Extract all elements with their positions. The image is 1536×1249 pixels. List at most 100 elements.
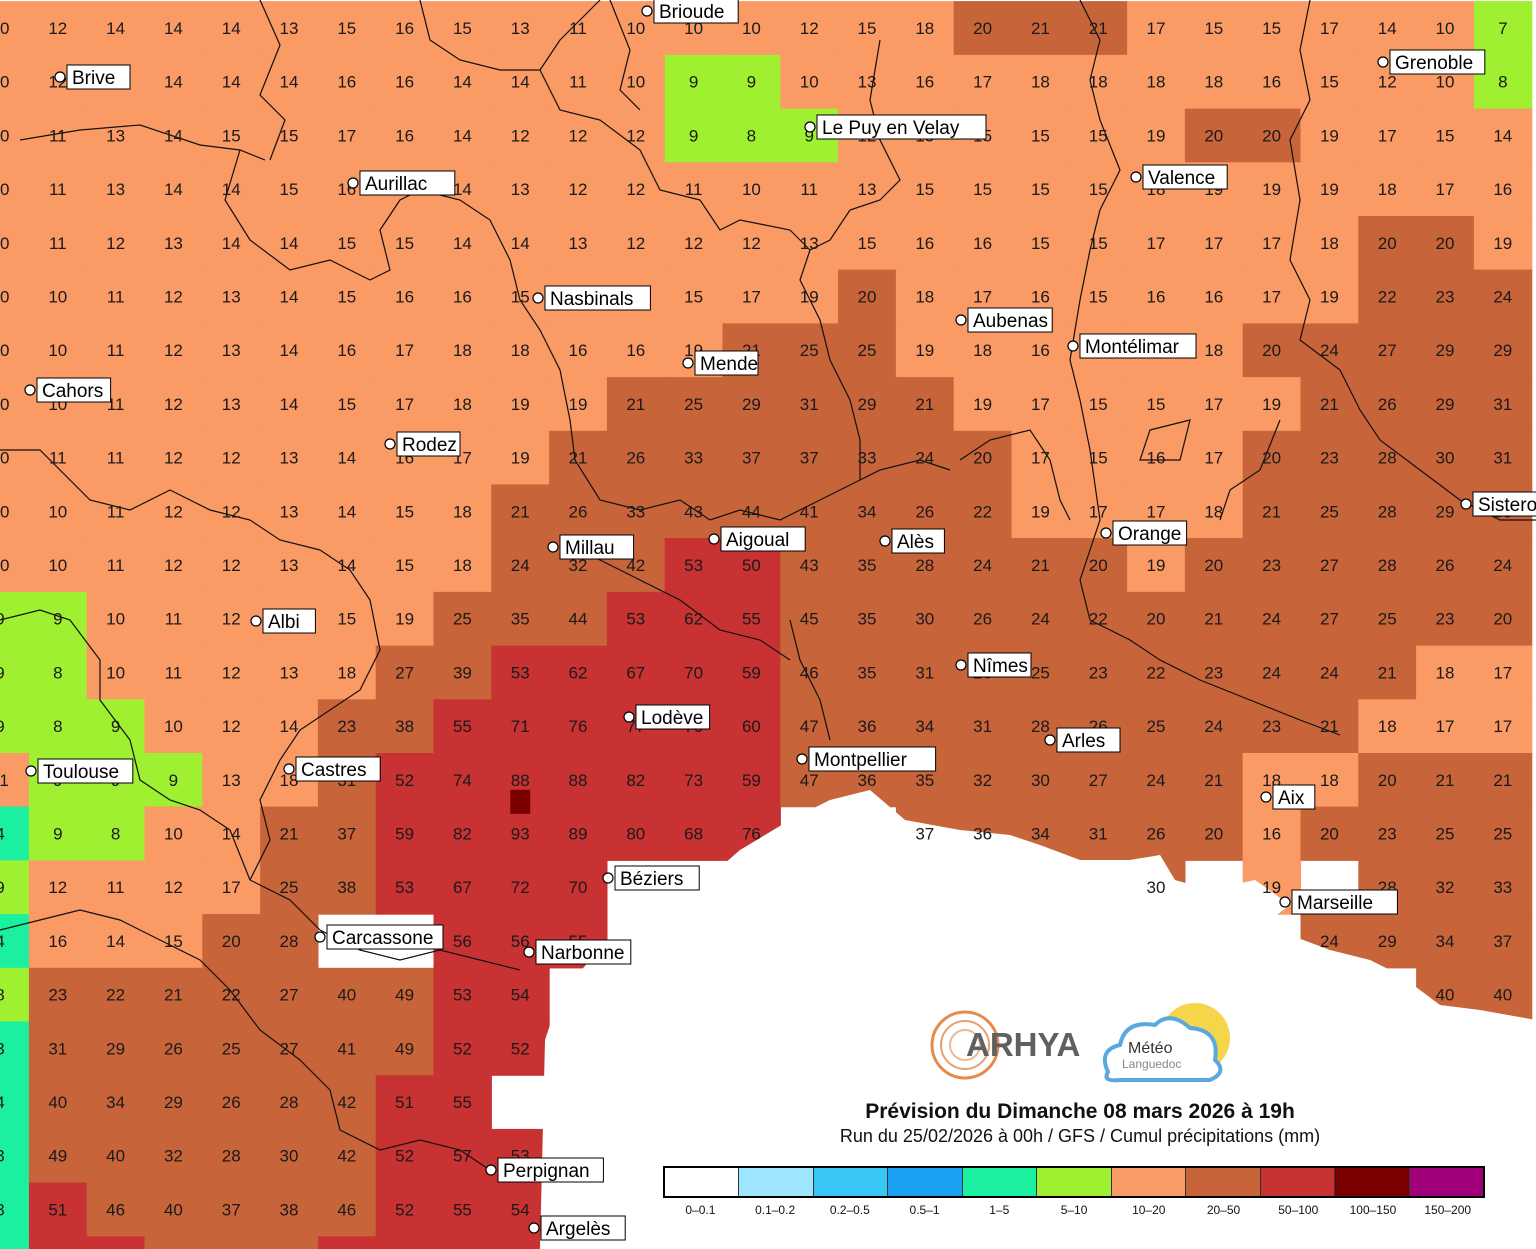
grid-cell [28,1236,88,1249]
city-marker[interactable]: Albi [250,608,316,634]
city-marker[interactable]: Nasbinals [532,285,651,311]
grid-cell [491,54,550,110]
city-marker[interactable]: Aubenas [955,307,1053,333]
city-marker[interactable]: Toulouse [25,758,134,784]
cell-value: 43 [684,502,703,521]
cell-value: 19 [1320,288,1339,307]
city-marker[interactable]: Cahors [24,377,112,403]
grid-cell [144,538,203,593]
city-marker[interactable]: Narbonne [523,939,632,965]
city-marker[interactable]: Aigoual [708,526,806,552]
cell-value: 24 [1320,341,1339,360]
cell-value: 23 [1378,825,1397,844]
city-marker[interactable]: Arles [1044,727,1121,753]
grid-cell [780,162,839,217]
cell-value: 15 [395,234,414,253]
cell-value: 33 [858,449,877,468]
cell-value: 40 [106,1147,125,1166]
city-name: Nasbinals [550,289,633,310]
city-marker[interactable]: Carcassone [314,924,444,950]
cell-value: 9 [804,126,813,145]
grid-cell [317,1,377,56]
grid-cell [1300,538,1359,593]
grid-cell [260,699,319,754]
city-marker[interactable]: Perpignan [485,1157,604,1183]
cell-value: 42 [337,1147,356,1166]
city-label-box [262,608,316,634]
city-marker[interactable]: Argelès [528,1215,626,1241]
cell-value: 19 [973,395,992,414]
grid-cell [144,484,203,539]
cell-value: 30 [280,1147,299,1166]
city-marker[interactable]: Mende [682,350,759,376]
cell-value: 11 [49,234,67,253]
city-marker[interactable]: Grenoble [1377,49,1486,75]
cell-value: 28 [222,1147,241,1166]
city-marker[interactable]: Aurillac [347,170,456,196]
grid-cell [260,914,319,969]
city-marker[interactable]: Castres [283,756,381,782]
city-marker[interactable]: Brive [54,64,131,90]
cell-value: 35 [915,771,934,790]
cell-value: 15 [453,19,472,38]
legend-swatch [1335,1168,1410,1196]
cell-value: 25 [684,395,703,414]
grid-cell [202,699,261,754]
cell-value: 24 [1320,932,1339,951]
city-marker[interactable]: Brioude [641,0,739,24]
cell-value: 24 [1262,663,1281,682]
cell-value: 41 [800,502,819,521]
city-label-box [1142,164,1228,190]
city-marker[interactable]: Marseille [1279,889,1398,915]
city-marker[interactable]: Orange [1100,520,1188,546]
grid-cell [664,108,724,163]
grid-cell [606,591,666,647]
city-name: Cahors [42,381,103,402]
cell-value: 15 [337,610,356,629]
cell-value: 11 [0,771,9,790]
cell-value: 15 [1089,180,1108,199]
grid-cell [780,216,839,271]
grid-cell [144,216,203,271]
cell-value: 14 [453,234,472,253]
grid-cell [606,323,666,378]
cell-value: 18 [1436,663,1455,682]
city-marker[interactable]: Nîmes [955,652,1032,678]
cell-value: 10 [0,19,9,38]
grid-cell [433,323,492,378]
cell-value: 12 [569,126,588,145]
city-marker[interactable]: Alès [879,528,945,554]
city-marker[interactable]: Millau [547,534,635,560]
city-marker[interactable]: Lodève [623,704,711,730]
cell-value: 44 [569,610,588,629]
city-marker[interactable]: Rodez [384,431,461,457]
grid-cell [1473,377,1533,432]
cell-value: 26 [569,502,588,521]
cell-value: 14 [280,234,299,253]
grid-cell [491,591,550,647]
city-marker[interactable]: Montélimar [1067,333,1197,359]
cell-value: 31 [973,717,992,736]
cell-value: 52 [453,1039,472,1058]
city-marker[interactable]: Montpellier [796,746,937,772]
meteo-logo-text: Météo [1128,1040,1173,1057]
grid-cell [202,1236,261,1249]
city-marker[interactable]: Béziers [602,865,700,891]
grid-cell [1242,806,1302,861]
grid-cell [86,699,146,754]
grid-cell [260,216,319,271]
cell-value: 10 [742,19,761,38]
city-marker[interactable]: Valence [1130,164,1228,190]
city-marker[interactable]: Le Puy en Velay [804,114,987,140]
grid-cell [260,1236,319,1249]
cell-value: 40 [1493,986,1512,1005]
city-label-box [540,1215,626,1241]
city-marker[interactable]: Sisteron [1460,491,1536,517]
grid-cell [1011,484,1070,539]
cell-value: 35 [858,663,877,682]
cell-value: 56 [511,932,530,951]
city-label-box [1112,520,1188,546]
city-marker[interactable]: Aix [1260,784,1316,810]
grid-cell [202,430,261,486]
legend-label: 1–5 [989,1203,1010,1217]
